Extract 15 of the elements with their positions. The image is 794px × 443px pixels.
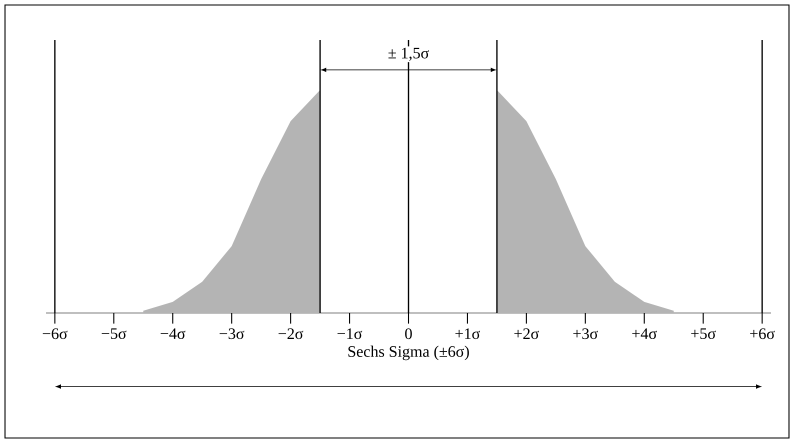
x-tick-label: −6σ	[42, 328, 68, 340]
x-tick-label: 0	[405, 328, 412, 340]
x-tick-label: +1σ	[455, 328, 480, 340]
x-tick-label: −2σ	[278, 328, 304, 340]
x-tick-label: +2σ	[514, 328, 539, 340]
x-tick-label: −1σ	[338, 328, 362, 340]
x-tick-label: +3σ	[573, 328, 598, 340]
text: ± 1,5σ	[388, 48, 429, 61]
x-tick-label: +6σ	[750, 328, 775, 340]
x-tick-label: +5σ	[691, 328, 716, 339]
x-tick-label: −5σ	[102, 328, 126, 339]
x-tick-label: +4σ	[632, 328, 657, 340]
x-tick-label: −3σ	[220, 328, 244, 340]
x-tick-label: −4σ	[160, 328, 186, 340]
x-axis-title: Sechs Sigma (±6σ)	[348, 346, 469, 360]
